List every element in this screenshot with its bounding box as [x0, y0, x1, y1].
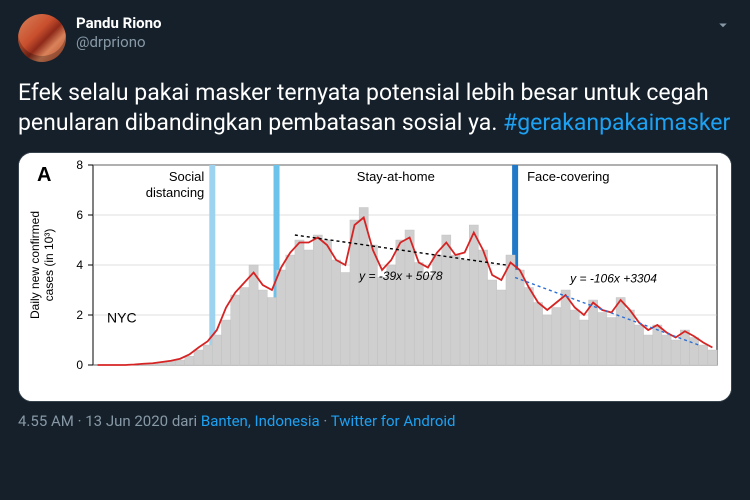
meta-from: dari	[168, 412, 201, 430]
user-handle: @drpriono	[76, 33, 162, 52]
meta-time: 4.55 AM	[18, 412, 74, 430]
svg-text:6: 6	[76, 208, 83, 222]
meta-date: 13 Jun 2020	[85, 412, 168, 430]
avatar[interactable]	[18, 14, 66, 62]
chart-image: 02468ADaily new confirmedcases (in 10³)N…	[19, 153, 731, 401]
media-card[interactable]: 02468ADaily new confirmedcases (in 10³)N…	[18, 152, 732, 402]
svg-text:8: 8	[76, 158, 83, 172]
svg-text:Stay-at-home: Stay-at-home	[357, 169, 435, 184]
caret-down-icon[interactable]	[714, 16, 732, 34]
meta-source-link[interactable]: Twitter for Android	[331, 412, 456, 430]
svg-text:4: 4	[76, 258, 83, 272]
svg-text:y = -106x +3304: y = -106x +3304	[569, 271, 657, 285]
svg-text:Face-covering: Face-covering	[527, 169, 609, 184]
user-block[interactable]: Pandu Riono @drpriono	[76, 14, 162, 52]
tweet-text: Efek selalu pakai masker ternyata potens…	[18, 78, 732, 138]
tweet-header: Pandu Riono @drpriono	[18, 14, 732, 62]
meta-dot: ·	[74, 412, 85, 430]
meta-dot2: ·	[320, 412, 331, 430]
svg-text:NYC: NYC	[107, 309, 137, 325]
svg-text:0: 0	[76, 358, 83, 372]
tweet-card: Pandu Riono @drpriono Efek selalu pakai …	[0, 0, 750, 440]
svg-text:Social: Social	[169, 169, 205, 184]
svg-text:2: 2	[76, 308, 83, 322]
svg-text:y = -39x + 5078: y = -39x + 5078	[358, 269, 443, 283]
hashtag-link[interactable]: #gerakanpakaimasker	[503, 109, 730, 136]
meta-location-link[interactable]: Banten, Indonesia	[201, 412, 320, 430]
display-name: Pandu Riono	[76, 14, 162, 33]
svg-text:A: A	[37, 164, 51, 186]
tweet-meta: 4.55 AM · 13 Jun 2020 dari Banten, Indon…	[18, 412, 732, 430]
svg-text:distancing: distancing	[146, 185, 205, 200]
